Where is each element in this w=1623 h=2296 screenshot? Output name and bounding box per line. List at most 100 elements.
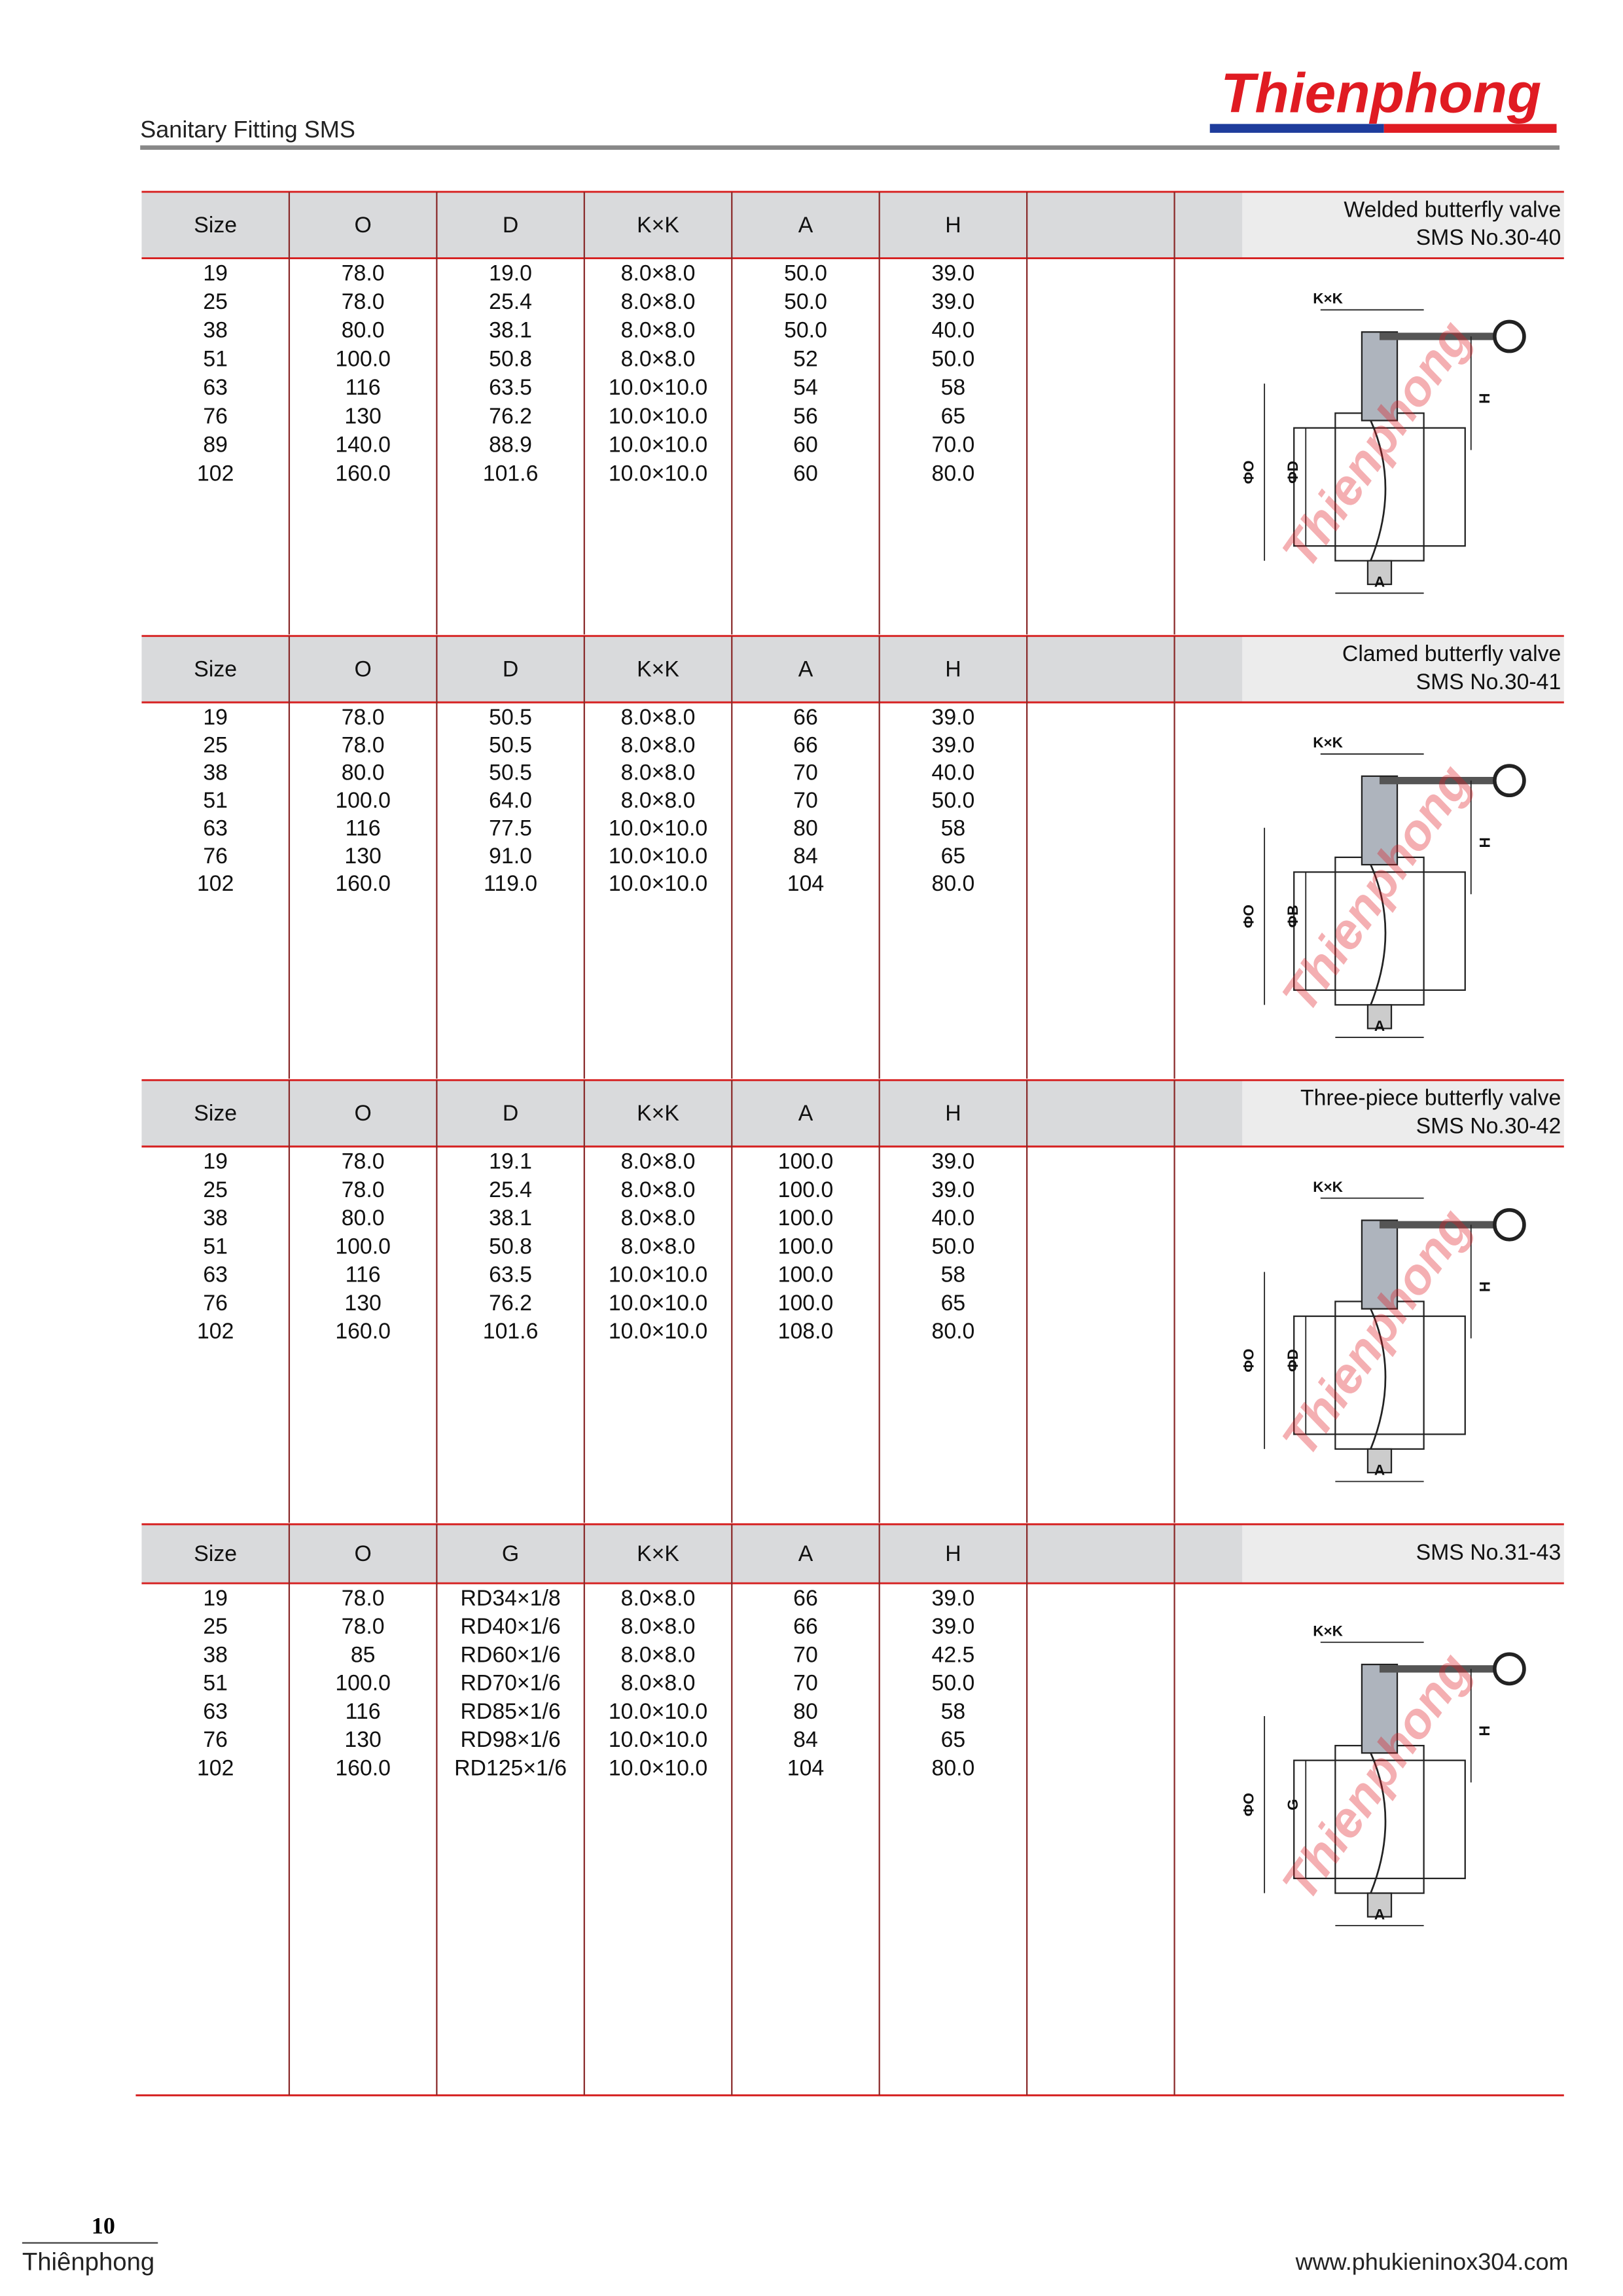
- cell: 60: [793, 433, 818, 457]
- diagram-label: K×K: [1313, 291, 1343, 307]
- cell: 80.0: [342, 1206, 385, 1230]
- cell: 50.0: [784, 318, 827, 343]
- cell: 101.6: [483, 461, 539, 486]
- column-header: H: [945, 1101, 961, 1126]
- cell: 100.0: [335, 1671, 391, 1696]
- cell: 80.0: [932, 871, 975, 896]
- diagram-label: ΦD: [1285, 461, 1301, 484]
- valve-disc: [1370, 864, 1387, 1005]
- cell: 19: [203, 260, 228, 285]
- cell: 84: [793, 844, 818, 869]
- column-header: O: [354, 213, 371, 238]
- cell: 8.0×8.0: [621, 346, 696, 371]
- cell: 39.0: [932, 732, 975, 757]
- cell: 84: [793, 1727, 818, 1752]
- cell: 38: [203, 1206, 228, 1230]
- cell: 38: [203, 761, 228, 785]
- cell: 8.0×8.0: [621, 732, 696, 757]
- cell: 100.0: [778, 1177, 834, 1202]
- cell: 39.0: [932, 1177, 975, 1202]
- cell: 101.6: [483, 1319, 539, 1344]
- cell: 130: [344, 1291, 381, 1316]
- cell: 70: [793, 761, 818, 785]
- cell: 19: [203, 705, 228, 730]
- diagram-label: A: [1374, 573, 1385, 590]
- cell: RD40×1/6: [461, 1614, 561, 1639]
- handle-ring: [1493, 764, 1526, 797]
- cell: 160.0: [335, 461, 391, 486]
- caption-band: [1242, 192, 1564, 259]
- column-header: G: [502, 1541, 519, 1566]
- valve-stem: [1361, 775, 1399, 866]
- cell: 38.1: [489, 1206, 532, 1230]
- cell: 130: [344, 404, 381, 429]
- cell: 78.0: [342, 289, 385, 314]
- cell: 38: [203, 318, 228, 343]
- diagram-label: H: [1476, 837, 1493, 848]
- cell: 116: [346, 1263, 381, 1287]
- cell: 100.0: [778, 1234, 834, 1259]
- cell: 10.0×10.0: [609, 816, 707, 840]
- cell: 50.5: [489, 732, 532, 757]
- column-header: D: [503, 657, 518, 682]
- cell: 91.0: [489, 844, 532, 869]
- column-header: Size: [194, 213, 237, 238]
- cell: 116: [346, 1699, 381, 1724]
- cell: 102: [197, 871, 234, 896]
- cell: 58: [941, 1263, 966, 1287]
- cell: 8.0×8.0: [621, 788, 696, 813]
- cell: 76.2: [489, 1291, 532, 1316]
- cell: 25: [203, 289, 228, 314]
- cell: 116: [346, 816, 381, 840]
- valve-disc: [1370, 1308, 1387, 1450]
- cell: RD60×1/6: [461, 1642, 561, 1667]
- diagram-label: H: [1476, 1725, 1493, 1736]
- cell: 65: [941, 404, 966, 429]
- cell: 19.1: [489, 1149, 532, 1174]
- column-header: A: [798, 213, 813, 238]
- cell: 80.0: [932, 1319, 975, 1344]
- header-band: [141, 1080, 1243, 1147]
- cell: 63: [203, 1699, 228, 1724]
- valve-disc: [1370, 1752, 1387, 1894]
- cell: 8.0×8.0: [621, 1177, 696, 1202]
- cell: 40.0: [932, 318, 975, 343]
- cell: 100.0: [778, 1149, 834, 1174]
- valve-nut: [1366, 1448, 1393, 1474]
- cell: 78.0: [342, 705, 385, 730]
- cell: 56: [793, 404, 818, 429]
- cell: 66: [793, 705, 818, 730]
- cell: 77.5: [489, 816, 532, 840]
- cell: 51: [203, 1671, 228, 1696]
- cell: 19.0: [489, 260, 532, 285]
- footer-left: Thiênphong: [22, 2248, 154, 2276]
- valve-stem: [1361, 1219, 1399, 1310]
- cell: 102: [197, 1319, 234, 1344]
- cell: 10.0×10.0: [609, 1699, 707, 1724]
- valve-flange: [1293, 871, 1466, 991]
- column-header: A: [798, 1541, 813, 1566]
- cell: 63.5: [489, 1263, 532, 1287]
- cell: 119.0: [484, 871, 537, 896]
- cell: 50.0: [932, 1671, 975, 1696]
- cell: 78.0: [342, 1614, 385, 1639]
- cell: 160.0: [335, 1319, 391, 1344]
- cell: 50.0: [932, 788, 975, 813]
- column-header: A: [798, 1101, 813, 1126]
- cell: 8.0×8.0: [621, 1614, 696, 1639]
- cell: 88.9: [489, 433, 532, 457]
- cell: 70: [793, 1642, 818, 1667]
- cell: 100.0: [335, 346, 391, 371]
- column-header: D: [503, 213, 518, 238]
- cell: RD34×1/8: [461, 1586, 561, 1611]
- cell: 8.0×8.0: [621, 260, 696, 285]
- cell: 8.0×8.0: [621, 289, 696, 314]
- column-header: Size: [194, 1101, 237, 1126]
- column-header: H: [945, 1541, 961, 1566]
- cell: 100.0: [778, 1291, 834, 1316]
- caption: SMS No.30-41: [1416, 670, 1561, 694]
- cell: 10.0×10.0: [609, 844, 707, 869]
- tables: Size O D K×K A H Welded butterfly valve SMS No.…: [135, 190, 1564, 2096]
- header-band: [141, 192, 1243, 259]
